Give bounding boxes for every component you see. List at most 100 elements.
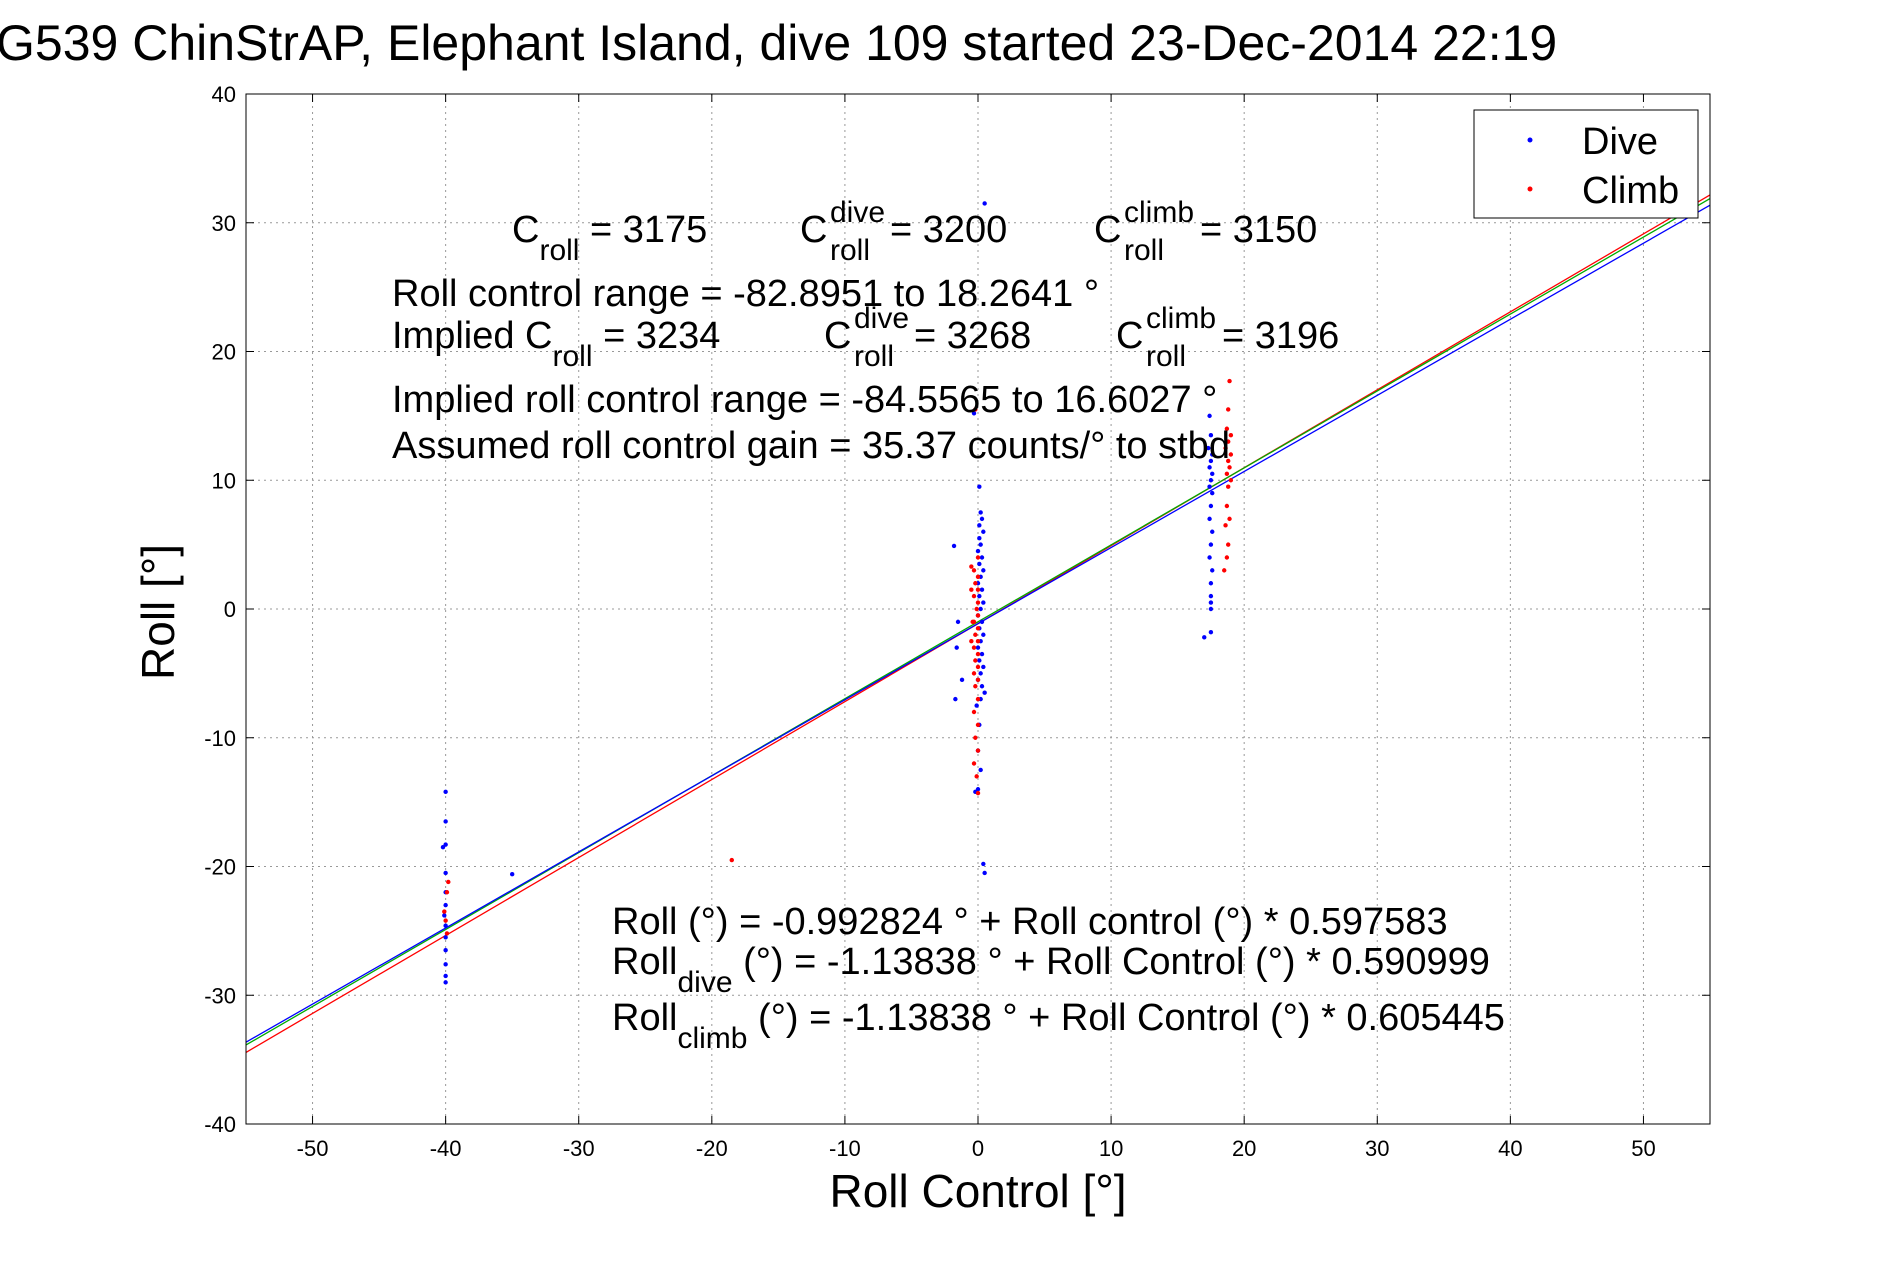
data-point [953,696,958,702]
data-point [975,548,981,554]
data-point [975,790,981,796]
data-point [975,600,981,605]
data-point [979,587,985,592]
data-point [977,523,982,528]
data-point [1208,432,1214,438]
data-point [955,619,961,625]
data-point [1210,490,1215,496]
data-point [1224,503,1230,509]
data-point [1202,635,1207,640]
y-tick-label: 40 [212,82,236,107]
data-point [975,626,981,631]
data-point [977,561,982,567]
x-tick-label: -40 [430,1136,462,1161]
data-point [975,555,981,560]
data-point [443,973,448,979]
data-point [1227,516,1232,522]
plot-frame [245,93,1711,1125]
c-roll-climb-annotation: C climb roll = 3150 [1094,189,1317,269]
y-tick-label: -20 [204,855,236,880]
data-point [975,664,981,670]
x-tick-label: 30 [1365,1136,1389,1161]
data-point [444,931,450,936]
legend: Dive Climb [1473,109,1699,219]
data-point [443,902,448,908]
data-point [981,529,986,534]
implied-range-annotation: Implied roll control range = -84.5565 to… [392,379,1217,421]
fit-lines [245,194,1711,1053]
data-point [969,564,974,569]
data-point [1224,426,1230,431]
data-point [982,690,987,695]
data-point [981,664,986,670]
data-point [443,870,448,876]
series-climb [442,378,1234,936]
data-point [977,535,982,541]
data-point [979,619,985,625]
data-point [971,761,977,766]
data-point [442,909,447,914]
data-point [1223,445,1228,451]
gain-annotation: Assumed roll control gain = 35.37 counts… [392,425,1230,467]
data-point [959,677,965,683]
x-tick-label: -10 [829,1136,861,1161]
data-point [971,568,977,573]
y-tick-labels: -40 -30 -20 -10 0 10 20 30 40 [204,82,236,1137]
implied-c-roll-climb-annotation: C climb roll = 3196 [1116,295,1339,375]
data-point [1210,471,1215,477]
data-point [975,574,981,580]
data-point [1227,378,1232,384]
y-tick-label: -30 [204,983,236,1008]
data-points [440,201,1234,985]
data-point [444,890,450,895]
data-point [1227,465,1232,470]
y-tick-label: 30 [212,211,236,236]
data-point [1208,606,1214,612]
data-point [975,645,981,650]
data-point [978,671,983,676]
data-point [1208,542,1214,547]
data-point [442,913,447,918]
data-point [1210,529,1215,534]
data-point [951,543,957,549]
data-point [1226,407,1231,412]
data-point [443,789,448,795]
data-point [981,600,986,605]
data-point [971,411,977,416]
data-point [978,606,983,612]
data-point [729,857,734,863]
legend-marker-dive [1527,137,1533,143]
x-tick-label: 10 [1099,1136,1123,1161]
data-point [1208,593,1214,599]
c-roll-dive-annotation: C dive roll = 3200 [800,189,1007,269]
y-tick-label: 0 [224,597,236,622]
data-point [974,606,979,612]
data-point [979,555,985,560]
data-point [1226,458,1231,464]
annotations-bottom: Roll (°) = -0.992824 ° + Roll control (°… [612,901,1505,1055]
data-point [978,510,983,515]
data-point [1208,458,1214,464]
data-point [981,568,986,573]
x-tick-label: 40 [1498,1136,1522,1161]
data-point [975,677,981,683]
data-point [975,696,981,702]
data-point [443,935,448,940]
x-tick-label: 0 [972,1136,984,1161]
data-point [446,879,451,885]
fit-climb-annotation: Rollclimb (°) = -1.13838 ° + Roll Contro… [612,997,1505,1055]
annotations-top: Croll = 3175 C dive roll = 3200 C climb … [392,189,1339,467]
data-point [1207,516,1212,522]
data-point [975,722,981,728]
data-point [977,593,982,599]
legend-label-climb: Climb [1582,170,1679,212]
data-point [1228,478,1234,483]
data-point [1208,478,1214,483]
data-point [973,581,978,586]
data-point [440,844,446,850]
data-point [973,407,978,412]
data-point [974,774,979,779]
data-point [979,684,985,689]
data-point [981,861,986,867]
fit-line [245,204,1711,1043]
